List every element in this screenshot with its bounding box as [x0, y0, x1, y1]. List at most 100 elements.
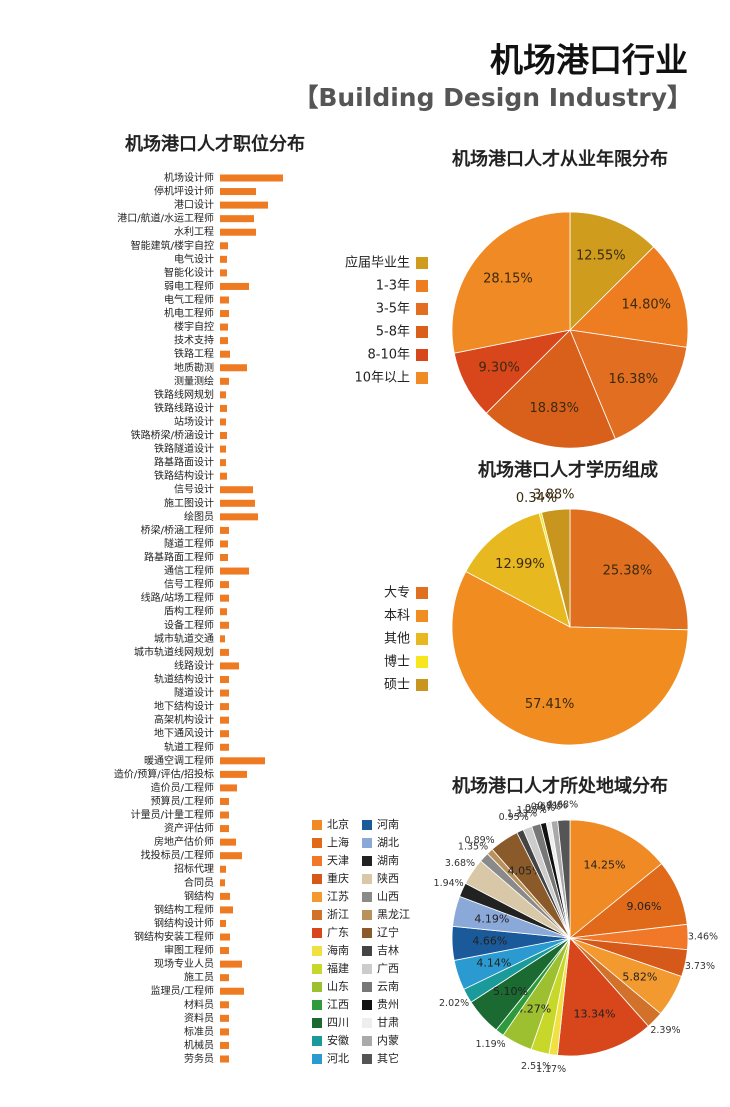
data-label: 25.38% — [603, 563, 653, 578]
bar — [220, 337, 228, 345]
y-tick-label: 铁路桥梁/桥涵设计 — [131, 429, 214, 442]
bar — [220, 1028, 229, 1036]
legend-label: 甘肃 — [377, 1016, 399, 1029]
y-tick-label: 弱电工程师 — [164, 279, 214, 292]
legend-swatch — [362, 874, 372, 884]
data-label: 2.39% — [650, 1025, 680, 1036]
bar — [220, 486, 253, 494]
legend-swatch — [416, 633, 428, 645]
data-label: 0.79% — [525, 803, 555, 814]
pie-slice — [569, 246, 689, 348]
y-tick-label: 盾构工程师 — [164, 605, 214, 618]
bar — [220, 852, 242, 860]
legend-swatch — [416, 349, 428, 361]
bar — [220, 526, 229, 534]
legend-swatch — [312, 1054, 322, 1064]
bar — [220, 879, 225, 887]
legend-swatch — [312, 910, 322, 920]
data-label: 1.17% — [536, 1064, 566, 1075]
legend-swatch — [416, 280, 428, 292]
pie-slice — [557, 819, 571, 939]
legend-label: 应届毕业生 — [345, 255, 410, 271]
legend-label: 海南 — [327, 943, 349, 957]
data-label: 5.10% — [493, 985, 528, 998]
data-label: 3.68% — [445, 858, 475, 869]
legend-swatch — [362, 856, 372, 866]
y-tick-label: 智能建筑/楼宇自控 — [131, 239, 214, 252]
legend-label: 湖南 — [377, 854, 399, 867]
pie-slice — [451, 570, 689, 746]
y-tick-label: 房地产估价师 — [154, 835, 214, 848]
legend-swatch — [416, 372, 428, 384]
legend-label: 8-10年 — [367, 348, 410, 363]
bar — [220, 770, 247, 778]
bar — [220, 215, 254, 223]
legend-swatch — [312, 982, 322, 992]
y-tick-label: 找投标员/工程师 — [141, 849, 214, 862]
bar — [220, 838, 236, 846]
legend-label: 博士 — [384, 655, 410, 670]
legend-label: 5-8年 — [376, 325, 410, 340]
legend-label: 贵州 — [377, 998, 399, 1011]
legend-swatch — [312, 1000, 322, 1010]
legend-swatch — [312, 838, 322, 848]
legend-label: 河南 — [377, 818, 399, 831]
legend-swatch — [416, 257, 428, 269]
bar — [220, 513, 258, 521]
bar — [220, 933, 230, 941]
data-label: 1.23% — [507, 808, 537, 819]
y-tick-label: 水利工程 — [174, 226, 214, 238]
legend-label: 安徽 — [327, 1033, 349, 1047]
y-tick-label: 电气设计 — [174, 252, 214, 265]
data-label: 9.06% — [626, 900, 661, 913]
y-tick-label: 技术支持 — [174, 334, 214, 347]
bar — [220, 445, 226, 453]
data-label: 18.83% — [529, 401, 579, 416]
y-tick-label: 合同员 — [184, 876, 214, 889]
legend-label: 云南 — [377, 980, 399, 993]
bar — [220, 703, 229, 711]
legend-label: 江苏 — [327, 890, 349, 903]
pie-slice — [569, 819, 663, 939]
bar — [220, 554, 228, 562]
legend-swatch — [312, 1036, 322, 1046]
legend-label: 江西 — [327, 998, 349, 1011]
data-label: 16.38% — [609, 372, 659, 387]
data-label: 4.66% — [472, 935, 507, 948]
y-tick-label: 信号工程师 — [164, 578, 214, 591]
y-tick-label: 招标代理 — [174, 862, 214, 875]
y-tick-label: 通信工程师 — [164, 564, 214, 577]
pie-slice — [569, 508, 689, 631]
bar — [220, 960, 242, 968]
y-tick-label: 钢结构 — [184, 889, 214, 902]
bar — [220, 825, 229, 833]
y-tick-label: 计量员/计量工程师 — [131, 808, 214, 821]
y-tick-label: 设备工程师 — [164, 618, 214, 631]
y-tick-label: 机电工程师 — [164, 307, 214, 320]
bar — [220, 581, 229, 589]
data-label: 1.94% — [434, 878, 464, 889]
bar — [220, 242, 228, 250]
data-label: 5.82% — [622, 970, 657, 983]
bar — [220, 282, 249, 290]
y-tick-label: 造价/预算/评估/招投标 — [114, 767, 214, 780]
y-tick-label: 资产评估师 — [164, 822, 214, 835]
bar — [220, 743, 229, 751]
data-label: 28.15% — [483, 272, 533, 287]
bar — [220, 377, 229, 385]
legend-swatch — [362, 838, 372, 848]
y-tick-label: 铁路结构设计 — [154, 469, 214, 482]
y-tick-label: 钢结构设计师 — [154, 916, 214, 929]
y-tick-label: 隧道工程师 — [164, 537, 214, 550]
data-label: 3.88% — [533, 487, 574, 502]
y-tick-label: 施工员 — [184, 971, 214, 984]
y-tick-label: 测量测绘 — [174, 374, 214, 387]
data-label: 12.55% — [576, 248, 626, 263]
bar — [220, 432, 227, 440]
data-label: 0.67% — [531, 802, 561, 813]
data-label: 0.95% — [499, 812, 529, 823]
bar — [220, 1001, 229, 1009]
legend-swatch — [362, 964, 372, 974]
page-title: 机场港口行业 — [490, 41, 688, 80]
